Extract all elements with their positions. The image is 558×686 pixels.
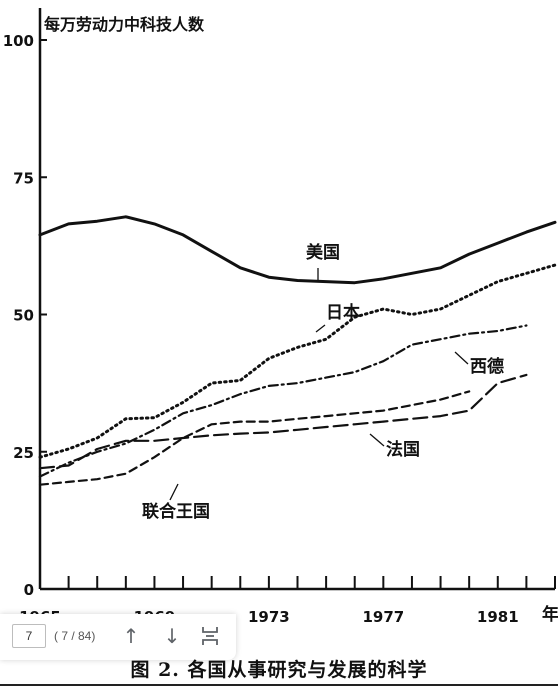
y-tick-label: 25 [13,444,34,462]
figure-caption: 图 2. 各国从事研究与发展的科学 [130,659,428,681]
y-tick-label: 0 [24,581,34,599]
page-bottom-rule [0,684,558,686]
leader-line-france [369,433,385,447]
arrow-up-icon: ↑ [122,624,140,648]
next-page-button[interactable]: ↓ [159,622,185,650]
x-tick-label: 1981 [477,608,519,626]
fit-to-page-button[interactable] [197,622,223,650]
x-tick-label: 1973 [248,608,290,626]
fit-page-icon [202,627,218,645]
previous-page-button[interactable]: ↑ [118,622,144,650]
x-tick-label: 1977 [362,608,404,626]
series-line-2 [38,324,528,478]
arrow-down-icon: ↓ [163,624,181,648]
series-line-3 [38,373,528,470]
series-label-japan: 日本 [326,302,360,323]
series-label-usa: 美国 [306,242,340,263]
y-tick-label: 100 [3,32,34,50]
series-line-4 [38,390,471,486]
leader-line-west-germany [454,351,469,365]
series-line-0 [38,215,557,285]
page-count: ( 7 / 84) [54,629,96,643]
x-axis-title: 年 [542,604,558,625]
series-label-uk: 联合王国 [142,501,210,522]
series-label-france: 法国 [386,439,420,460]
leader-line-uk [169,483,179,501]
series-line-1 [38,263,557,459]
series-label-west-germany: 西德 [470,356,504,377]
y-axis-title: 每万劳动力中科技人数 [44,15,205,34]
page-number-input[interactable] [12,624,46,648]
y-tick-label: 75 [13,169,34,187]
page-navigation-toolbar: ( 7 / 84) ↑ ↓ [0,614,236,660]
leader-line-japan [315,324,326,333]
y-tick-label: 50 [13,307,34,325]
